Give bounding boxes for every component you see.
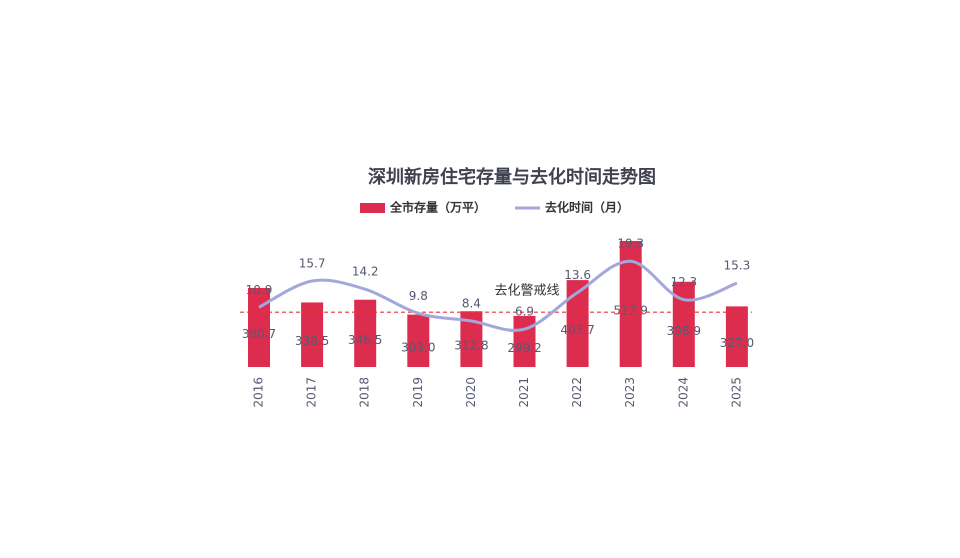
line-value-label: 10.9 <box>246 283 273 297</box>
line-value-label: 19.3 <box>617 237 644 251</box>
legend-label: 去化时间（月） <box>545 200 629 215</box>
bar <box>460 311 483 367</box>
line-series <box>258 259 738 332</box>
bar <box>248 287 270 367</box>
line-value-label: 8.4 <box>462 296 481 310</box>
x-tick-label: 2024 <box>676 377 690 408</box>
bar <box>566 280 589 367</box>
bar-value-label: 338.5 <box>295 334 329 348</box>
threshold-label: 去化警戒线 <box>494 283 559 299</box>
bar-value-label: 303.0 <box>401 340 435 354</box>
bar-value-label: 517.9 <box>614 303 648 317</box>
line-value-label: 9.8 <box>409 289 428 303</box>
x-tick-label: 2018 <box>358 377 372 408</box>
bar-value-label: 346.5 <box>348 333 382 347</box>
bar-value-label: 398.9 <box>667 324 701 338</box>
line-value-label: 15.3 <box>724 259 751 273</box>
x-tick-label: 2023 <box>623 377 637 408</box>
bar <box>619 240 642 367</box>
bar-value-label: 380.7 <box>242 327 276 341</box>
legend-label: 全市存量（万平） <box>389 200 486 215</box>
x-tick-label: 2016 <box>252 377 266 408</box>
line-value-label: 12.3 <box>670 275 697 289</box>
bar-value-label: 327.0 <box>720 336 754 350</box>
bar <box>725 306 748 367</box>
x-tick-label: 2017 <box>305 377 319 408</box>
bar <box>354 299 377 367</box>
bar <box>407 314 430 367</box>
bar-value-label: 312.8 <box>454 339 488 353</box>
bar <box>301 302 324 367</box>
line-value-label: 13.6 <box>564 268 591 282</box>
line-value-label: 6.9 <box>515 305 534 319</box>
line-value-label: 15.7 <box>299 256 326 270</box>
chart-title: 深圳新房住宅存量与去化时间走势图 <box>368 166 656 188</box>
x-tick-label: 2019 <box>411 377 425 408</box>
x-tick-label: 2022 <box>570 377 584 408</box>
legend-swatch-bar <box>360 203 385 213</box>
x-tick-label: 2020 <box>464 377 478 408</box>
bar-value-label: 403.7 <box>560 323 594 337</box>
bar-value-label: 299.2 <box>507 341 541 355</box>
x-tick-label: 2025 <box>729 377 743 408</box>
bar <box>672 281 695 367</box>
line-value-label: 14.2 <box>352 265 379 279</box>
x-tick-label: 2021 <box>517 377 531 408</box>
